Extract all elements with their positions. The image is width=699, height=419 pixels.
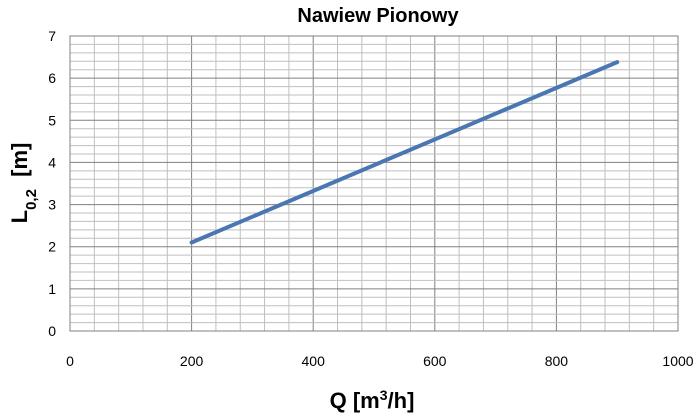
x-tick-label: 800 — [545, 353, 569, 369]
x-tick-labels: 0 200 400 600 800 1000 — [66, 353, 694, 369]
x-tick-label: 0 — [66, 353, 74, 369]
grid — [69, 35, 679, 332]
series-line — [189, 60, 620, 245]
y-tick-label: 4 — [48, 154, 56, 170]
x-axis-title-superscript: 3 — [380, 387, 388, 403]
y-tick-label: 2 — [48, 239, 56, 255]
x-tick-label: 600 — [423, 353, 447, 369]
y-axis-title-unit: [m] — [7, 143, 32, 189]
y-axis-title-subscript: 0,2 — [23, 189, 40, 210]
y-tick-label: 5 — [48, 112, 56, 128]
y-tick-labels: 0 1 2 3 4 5 6 7 — [48, 28, 56, 339]
y-axis-title-main: L — [7, 210, 32, 223]
x-axis-title-unit: /h] — [388, 388, 415, 413]
chart-title: Nawiew Pionowy — [297, 5, 459, 27]
x-tick-label: 200 — [180, 353, 204, 369]
plot-area-frame — [69, 35, 679, 332]
y-axis-title: L0,2 [m] — [7, 143, 40, 224]
y-tick-label: 6 — [48, 70, 56, 86]
y-tick-label: 0 — [48, 323, 56, 339]
y-tick-label: 7 — [48, 28, 56, 44]
x-axis-title-main: Q [m — [330, 388, 380, 413]
series-layer — [189, 60, 620, 245]
y-tick-label: 1 — [48, 281, 56, 297]
x-tick-label: 1000 — [662, 353, 693, 369]
x-tick-label: 400 — [302, 353, 326, 369]
x-axis-title: Q [m3/h] — [330, 387, 415, 413]
y-tick-label: 3 — [48, 197, 56, 213]
